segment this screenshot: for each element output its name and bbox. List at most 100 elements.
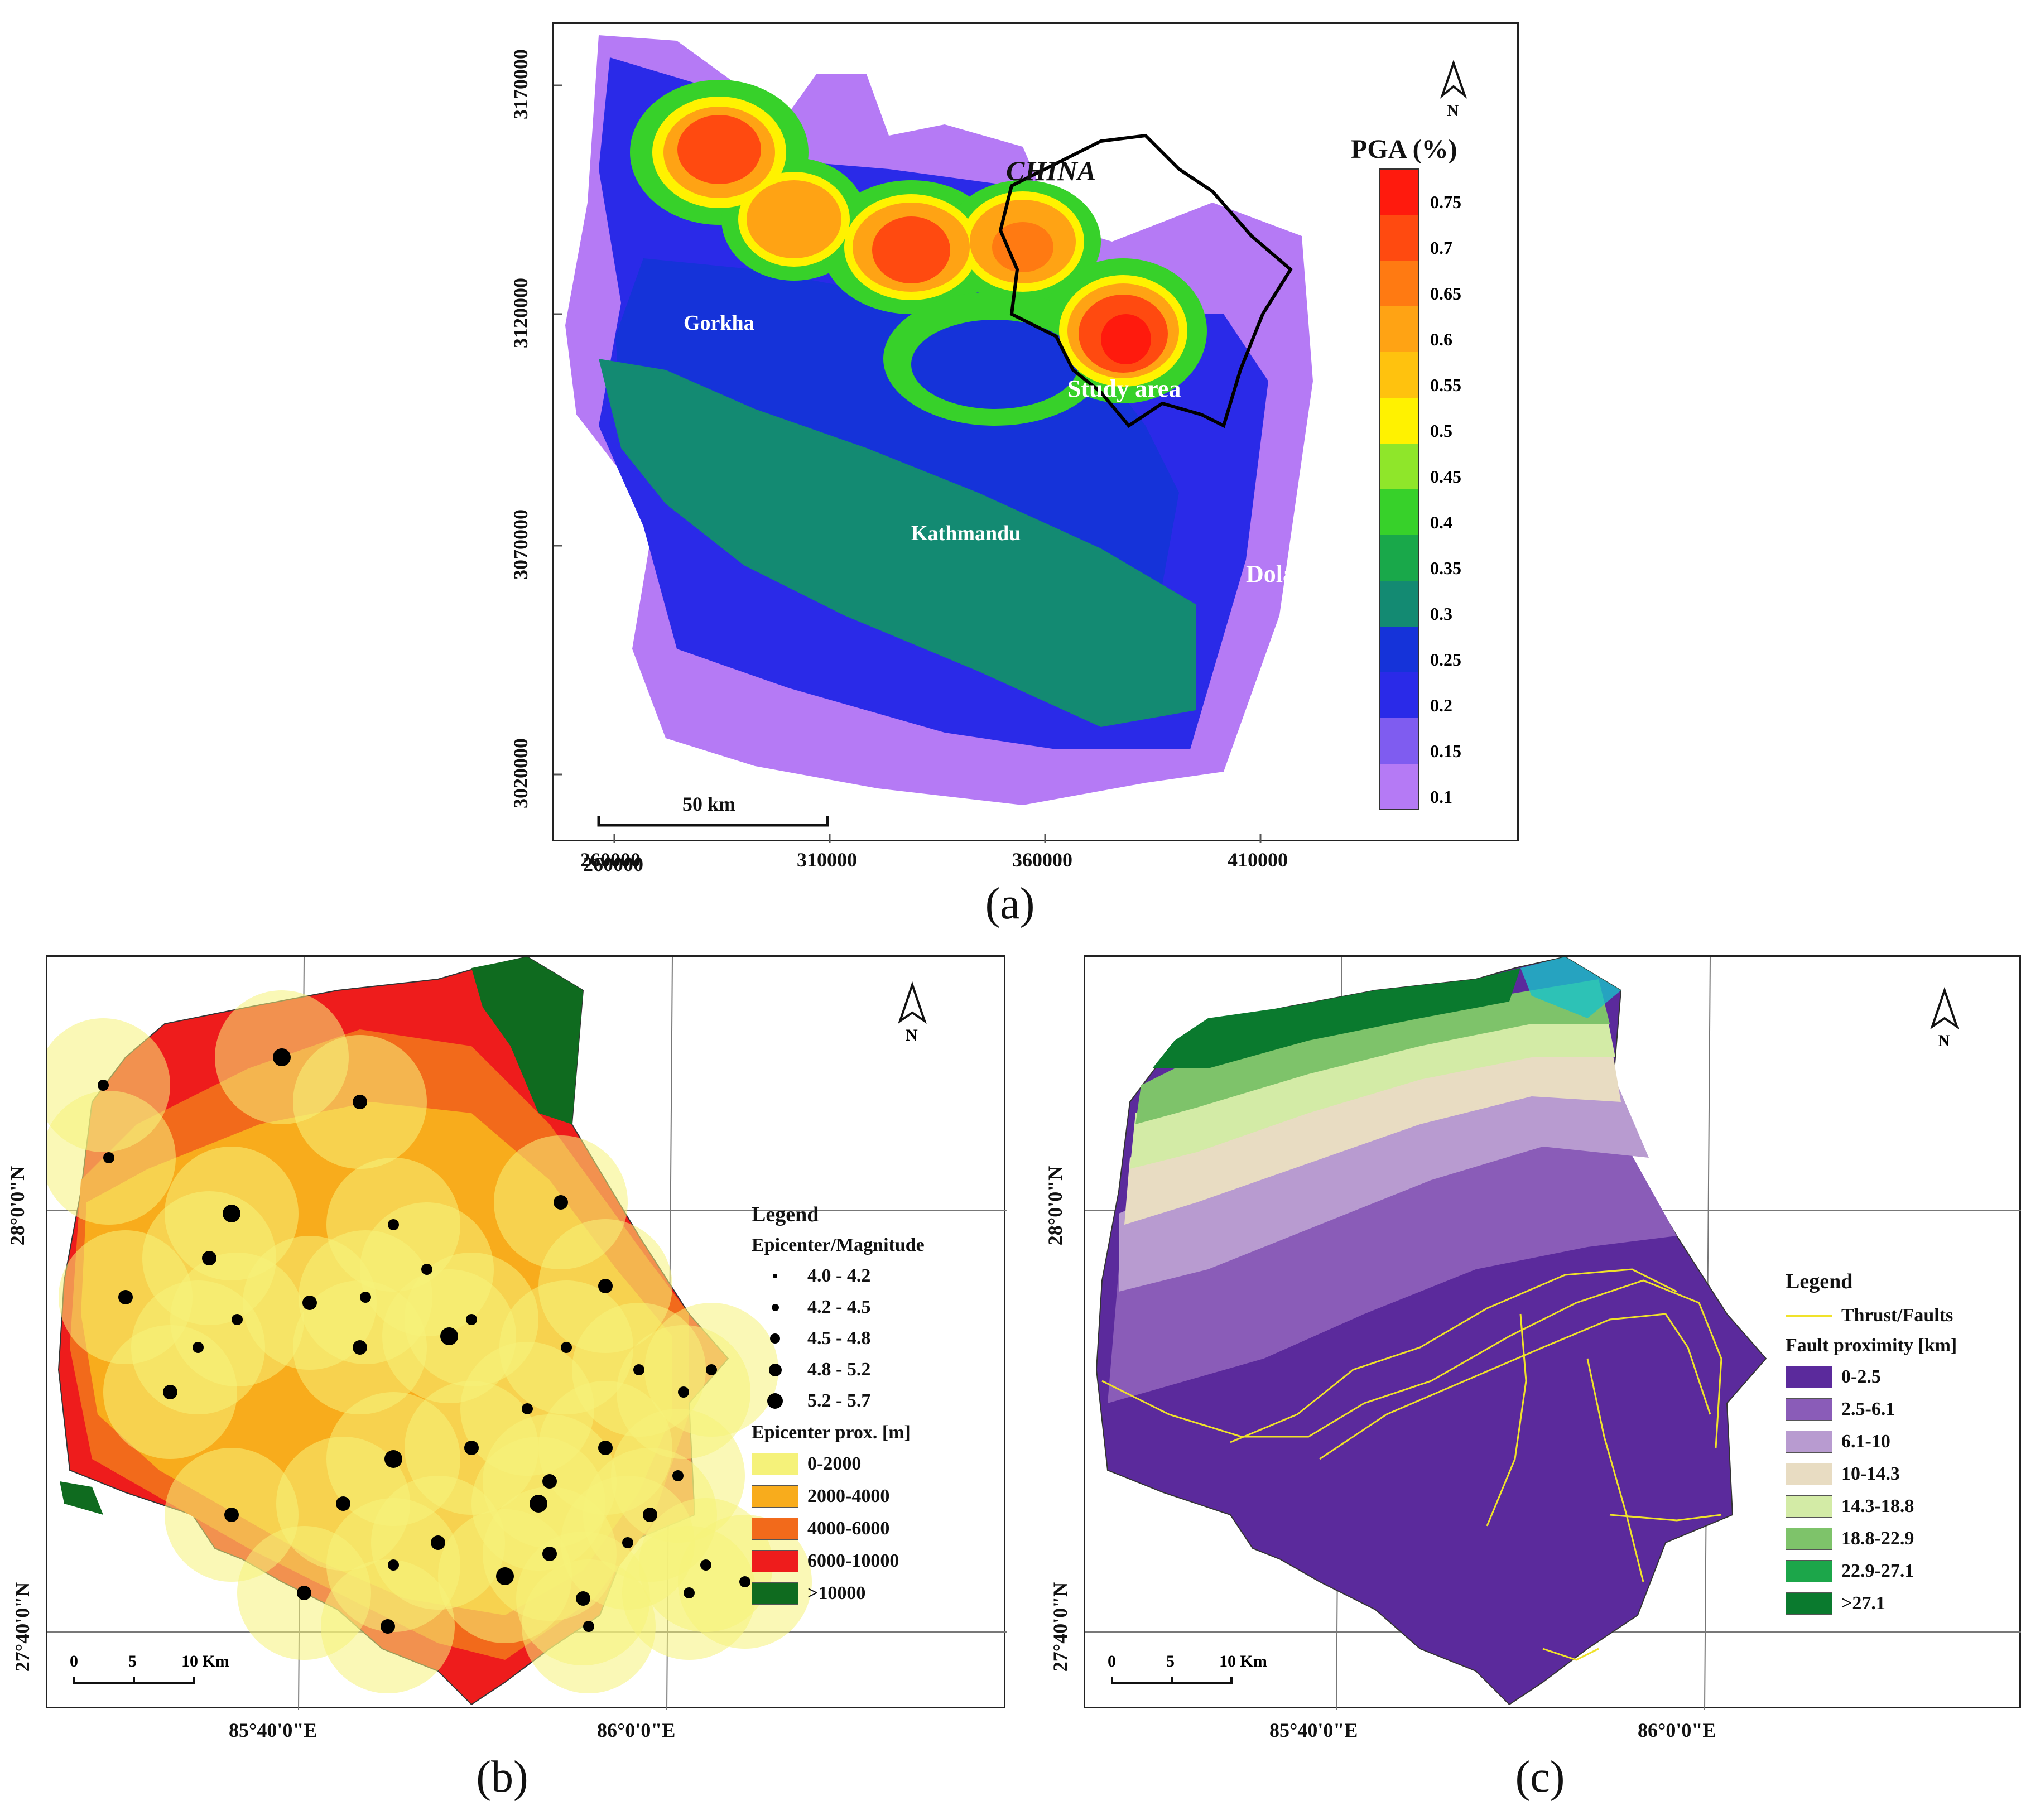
proximity-label: 10-14.3 xyxy=(1841,1463,1900,1484)
lon-label-b-86: 86°0'0"E xyxy=(597,1719,676,1741)
proximity-label: 14.3-18.8 xyxy=(1841,1496,1914,1516)
fault-legend-label: Thrust/Faults xyxy=(1841,1305,1953,1326)
axis-ticks xyxy=(554,84,1262,843)
epicenter-dot xyxy=(542,1474,557,1489)
svg-text:0: 0 xyxy=(70,1652,78,1670)
panel-c-fault-map: 0 5 10 Km N Legend Thrust/Faults Fault p… xyxy=(1084,955,2021,1711)
legend-c: Legend Thrust/Faults Fault proximity [km… xyxy=(1786,1269,1957,1620)
proximity-swatch xyxy=(752,1518,798,1540)
proximity-legend-row: 10-14.3 xyxy=(1786,1458,1957,1490)
epicenter-dot xyxy=(336,1496,350,1511)
pga-tick-label: 0.35 xyxy=(1430,558,1461,578)
magnitude-label: 4.0 - 4.2 xyxy=(807,1265,871,1286)
proximity-label: 0-2000 xyxy=(807,1453,862,1474)
epicenter-dot xyxy=(381,1619,395,1634)
proximity-label: 4000-6000 xyxy=(807,1518,890,1539)
proximity-label: 0-2.5 xyxy=(1841,1366,1881,1387)
zone-0-3 xyxy=(599,359,1196,727)
svg-text:N: N xyxy=(1447,102,1459,120)
pga-tick-label: 0.1 xyxy=(1430,787,1452,807)
scale-bar-a: 50 km xyxy=(597,793,829,827)
proximity-legend-row: 22.9-27.1 xyxy=(1786,1555,1957,1587)
epicenter-dot xyxy=(431,1535,445,1550)
epicenter-dot xyxy=(223,1205,240,1222)
proximity-label: 2.5-6.1 xyxy=(1841,1399,1895,1419)
proximity-label: 22.9-27.1 xyxy=(1841,1561,1914,1581)
proximity-legend-row: 18.8-22.9 xyxy=(1786,1523,1957,1555)
fault-line-swatch xyxy=(1786,1315,1832,1317)
pga-tick-label: 0.25 xyxy=(1430,649,1461,670)
epicenter-dot xyxy=(522,1403,533,1414)
proximity-swatch xyxy=(1786,1592,1832,1615)
epicenter-dot xyxy=(163,1385,177,1399)
svg-text:50 km: 50 km xyxy=(682,793,735,815)
proximity-swatch xyxy=(1786,1463,1832,1485)
label-dolakha: Dolakha xyxy=(1246,560,1335,588)
epicenter-dot xyxy=(388,1219,399,1230)
north-arrow-icon: N xyxy=(1440,59,1467,120)
pga-tick-label: 0.6 xyxy=(1430,329,1452,349)
proximity-label: 18.8-22.9 xyxy=(1841,1528,1914,1549)
proximity-legend-row: 6000-10000 xyxy=(752,1545,925,1577)
pga-swatch xyxy=(1380,306,1419,352)
epicenter-dot xyxy=(297,1586,311,1600)
panel-a-pga-map: CHINA Gorkha Study area Kathmandu Dolakh… xyxy=(552,22,1519,875)
svg-text:10 Km: 10 Km xyxy=(1219,1652,1267,1670)
epicenter-dot xyxy=(388,1559,399,1571)
epicenter-dot xyxy=(684,1587,695,1598)
caption-b: (b) xyxy=(476,1752,528,1802)
lat-label-c-2740: 27°40'0"N xyxy=(1049,1582,1072,1672)
prox-title-b: Epicenter prox. [m] xyxy=(752,1422,911,1443)
pga-swatch xyxy=(1380,215,1419,261)
lon-label-b-8540: 85°40'0"E xyxy=(229,1719,317,1741)
epicenter-dot xyxy=(273,1048,291,1066)
magnitude-legend-row: 4.8 - 5.2 xyxy=(752,1354,925,1385)
epicenter-dot xyxy=(353,1340,367,1355)
fault-lines xyxy=(1101,1268,1722,1661)
legend-b: Legend Epicenter/Magnitude 4.0 - 4.2 4.2 … xyxy=(752,1202,925,1610)
magnitude-dot-icon xyxy=(773,1274,777,1278)
proximity-swatch xyxy=(752,1485,798,1508)
proximity-swatch xyxy=(1786,1431,1832,1453)
magnitude-legend-row: 5.2 - 5.7 xyxy=(752,1385,925,1417)
epicenter-dot xyxy=(530,1495,547,1513)
proximity-swatch xyxy=(1786,1528,1832,1550)
pga-swatch xyxy=(1380,444,1419,489)
epicenter-dot xyxy=(466,1314,477,1325)
magnitude-label: 4.8 - 5.2 xyxy=(807,1359,871,1380)
proximity-legend-row: 2.5-6.1 xyxy=(1786,1393,1957,1426)
pga-swatch xyxy=(1380,261,1419,306)
epicenter-dot xyxy=(384,1450,402,1468)
proximity-legend-row: 14.3-18.8 xyxy=(1786,1490,1957,1523)
x-tick-260000: 260000 xyxy=(583,853,643,875)
proximity-swatch xyxy=(1786,1560,1832,1582)
proximity-swatch xyxy=(752,1550,798,1572)
lat-label-c-28: 28°0'0"N xyxy=(1044,1166,1067,1246)
x-tick-310000: 310000 xyxy=(797,849,857,871)
north-arrow-icon: N xyxy=(1930,986,1959,1050)
epicenter-dot xyxy=(353,1095,367,1109)
pga-tick-label: 0.4 xyxy=(1430,512,1452,532)
epicenter-dot xyxy=(302,1296,317,1310)
proximity-swatch xyxy=(752,1453,798,1475)
epicenter-dot xyxy=(598,1441,613,1455)
epicenter-dot xyxy=(496,1567,514,1585)
pga-swatch xyxy=(1380,764,1419,810)
lat-label-b-2740: 27°40'0"N xyxy=(11,1582,34,1672)
study-area-boundary xyxy=(998,133,1293,428)
panel-b-epicenter-map: 0 5 10 Km N Legend Epicenter/Magnitude 4… xyxy=(36,955,1007,1711)
epicenter-map-canvas: 0 5 10 Km N xyxy=(36,956,1007,1711)
legend-c-title: Legend xyxy=(1786,1270,1853,1293)
epicenter-dot xyxy=(103,1152,114,1163)
scale-bar-c: 0 5 10 Km xyxy=(1108,1652,1267,1684)
label-study-area: Study area xyxy=(1067,375,1181,402)
proximity-legend-row: >10000 xyxy=(752,1577,925,1610)
magnitude-title: Epicenter/Magnitude xyxy=(752,1235,925,1255)
pga-tick-label: 0.3 xyxy=(1430,604,1452,624)
epicenter-dot xyxy=(464,1441,479,1455)
pga-tick-label: 0.65 xyxy=(1430,283,1461,304)
epicenter-dot xyxy=(554,1195,568,1210)
svg-text:5: 5 xyxy=(1166,1652,1175,1670)
epicenter-dot xyxy=(678,1386,689,1398)
magnitude-legend-row: 4.5 - 4.8 xyxy=(752,1323,925,1354)
